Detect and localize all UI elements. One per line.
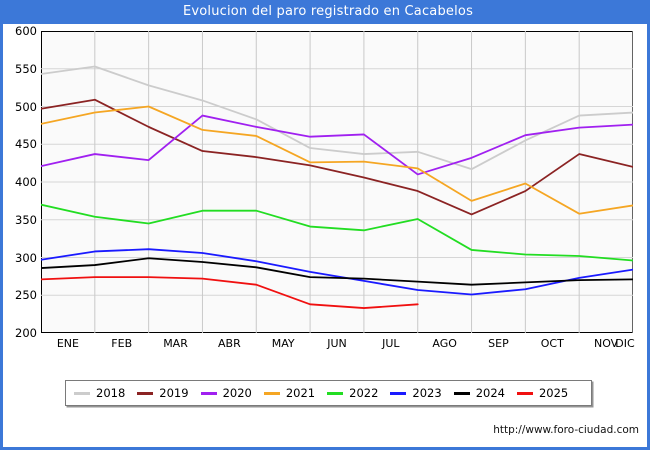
series-line-2024 [41, 257, 633, 286]
chart-svg [41, 31, 633, 333]
legend-item-2021[interactable]: 2021 [263, 386, 316, 400]
series-line-2020 [41, 114, 633, 176]
legend-swatch-icon [516, 391, 533, 395]
legend-swatch-icon [327, 391, 344, 395]
legend-item-2022[interactable]: 2022 [327, 386, 378, 400]
x-tick-label: ENE [56, 337, 79, 350]
legend-label: 2019 [159, 386, 189, 400]
y-tick-label: 250 [15, 288, 37, 303]
x-tick-label: MAR [163, 337, 188, 350]
legend-item-2025[interactable]: 2025 [516, 386, 569, 400]
y-tick-label: 200 [15, 326, 37, 340]
legend-swatch-icon [390, 391, 407, 395]
series-line-2025 [41, 276, 419, 309]
x-axis-labels: ENE FEB MAR ABR MAY JUN JUL AGO SEP OCT NOV DIC [3, 337, 650, 355]
series-lines [41, 65, 633, 309]
legend-item-2024[interactable]: 2024 [453, 386, 505, 400]
x-tick-label: ABR [218, 337, 241, 350]
y-tick-label: 600 [15, 24, 37, 38]
legend-item-2018[interactable]: 2018 [74, 386, 125, 400]
legend-item-2019[interactable]: 2019 [137, 386, 189, 400]
legend-label: 2024 [475, 386, 505, 400]
plot-area [41, 31, 633, 333]
legend-label: 2023 [412, 386, 442, 400]
y-axis-labels: 200 250 300 350 400 450 500 550 600 [3, 0, 37, 450]
y-tick-label: 550 [15, 61, 37, 76]
x-tick-label: SEP [488, 337, 509, 350]
series-line-2023 [41, 248, 633, 296]
legend-label: 2020 [222, 386, 252, 400]
series-line-2019 [41, 98, 633, 216]
x-tick-label: JUL [382, 337, 400, 350]
legend-label: 2021 [285, 386, 316, 400]
footer-url: http://www.foro-ciudad.com [493, 424, 639, 436]
x-tick-label: JUN [327, 337, 347, 350]
legend-swatch-icon [137, 391, 154, 395]
series-line-2022 [41, 203, 633, 262]
y-tick-label: 350 [15, 212, 37, 227]
x-tick-label: AGO [432, 337, 457, 350]
series-line-2018 [41, 65, 633, 171]
x-tick-label: OCT [540, 337, 564, 350]
legend-label: 2022 [349, 386, 379, 400]
legend-label: 2018 [96, 386, 126, 400]
x-tick-label: FEB [111, 337, 133, 350]
grid-lines [41, 31, 633, 333]
y-tick-label: 450 [15, 137, 37, 152]
legend-swatch-icon [74, 391, 90, 395]
y-tick-label: 400 [15, 175, 37, 189]
y-tick-label: 300 [15, 250, 37, 265]
page-title: Evolucion del paro registrado en Cacabel… [182, 4, 474, 19]
legend-item-2023[interactable]: 2023 [390, 386, 442, 400]
y-tick-label: 500 [15, 99, 37, 114]
x-tick-label: NOV [593, 337, 619, 350]
legend-swatch-icon [200, 391, 217, 395]
legend-label: 2025 [538, 386, 569, 400]
x-tick-label: DIC [615, 337, 635, 350]
title-bar: Evolucion del paro registrado en Cacabel… [3, 0, 650, 24]
legend-item-2020[interactable]: 2020 [200, 386, 252, 400]
x-tick-label: MAY [271, 337, 295, 350]
chart-legend: 2018 2019 2020 2021 2022 2023 2024 2025 [65, 380, 592, 406]
series-line-2021 [41, 105, 633, 215]
legend-swatch-icon [263, 391, 280, 395]
bottom-rule [3, 447, 650, 450]
legend-swatch-icon [453, 391, 470, 395]
